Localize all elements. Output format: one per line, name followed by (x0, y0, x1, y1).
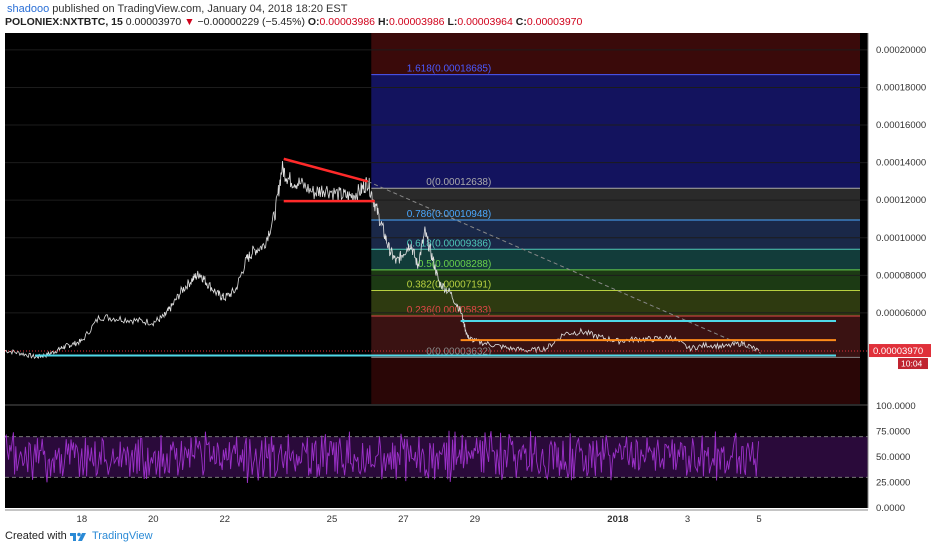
last-price: 0.00003970 (125, 16, 182, 28)
fib-level-label: 0.382(0.00007191) (407, 280, 492, 291)
low-value: 0.00003964 (457, 16, 513, 28)
rsi-tick-label: 0.0000 (876, 503, 905, 514)
low-label: L: (447, 16, 458, 28)
time-tick-label: 18 (77, 514, 88, 525)
price-tick-label: 0.00010000 (876, 233, 926, 244)
price-chart[interactable]: 1.618(0.00018685) 0(0.00012638) 0.786(0.00… (0, 32, 932, 528)
rsi-tick-label: 25.0000 (876, 478, 910, 489)
countdown-label: 10:04 (901, 359, 923, 369)
fib-level-label: 1.618(0.00018685) (407, 64, 492, 75)
time-tick-label: 25 (327, 514, 338, 525)
price-tick-label: 0.00014000 (876, 158, 926, 169)
time-tick-label: 27 (398, 514, 409, 525)
publish-info: shadooo published on TradingView.com, Ja… (7, 3, 347, 15)
fib-zone (371, 249, 860, 270)
tradingview-brand-link[interactable]: TradingView (92, 530, 153, 542)
rsi-tick-label: 100.0000 (876, 401, 916, 412)
time-tick-label: 2018 (607, 514, 628, 525)
high-label: H: (377, 16, 390, 28)
created-with-text: Created with (5, 530, 67, 542)
rsi-line (4, 430, 760, 484)
fib-level-label: 0.618(0.00009386) (407, 238, 492, 249)
price-tick-label: 0.00008000 (876, 270, 926, 281)
fib-zone (371, 219, 860, 250)
rsi-tick-label: 50.0000 (876, 452, 910, 463)
rsi-tick-label: 75.0000 (876, 427, 910, 438)
fib-zone (371, 316, 860, 358)
open-value: 0.00003986 (319, 16, 376, 28)
fib-zone-top (371, 33, 860, 75)
price-tick-label: 0.00018000 (876, 82, 926, 93)
price-change: −0.00000229 (−5.45%) (197, 16, 305, 28)
fib-level-label: 0.5(0.00008288) (418, 259, 491, 270)
symbol-label: POLONIEX:NXTBTC, 15 (5, 16, 123, 28)
author-name[interactable]: shadooo (7, 3, 50, 15)
close-value: 0.00003970 (526, 16, 583, 28)
price-tick-label: 0.00012000 (876, 195, 926, 206)
time-tick-label: 20 (148, 514, 159, 525)
last-price-tag-label: 0.00003970 (873, 346, 923, 357)
price-tick-label: 0.00020000 (876, 45, 926, 56)
fib-zone-bottom (371, 357, 860, 404)
tradingview-logo-icon (70, 532, 86, 541)
fib-level-label: 0.786(0.00010948) (407, 209, 492, 220)
price-tick-label: 0.00006000 (876, 308, 926, 319)
high-value: 0.00003986 (389, 16, 445, 28)
last-price-tag (869, 344, 931, 358)
countdown-tag (898, 358, 928, 370)
fib-level-label: 0.236(0.00005833) (407, 305, 492, 316)
publish-text: published on TradingView.com, January 04… (52, 3, 348, 15)
fib-zone (371, 188, 860, 220)
time-tick-label: 5 (756, 514, 761, 525)
fib-level-label: 0(0.00003632) (426, 346, 491, 357)
fib-level-label: 0(0.00012638) (426, 177, 491, 188)
dashed-trend-line (367, 180, 761, 354)
fib-zone (371, 290, 860, 317)
open-label: O: (307, 16, 320, 28)
close-label: C: (515, 16, 527, 28)
price-tick-label: 0.00016000 (876, 120, 926, 131)
symbol-info-bar: POLONIEX:NXTBTC, 15 0.00003970 ▼ −0.0000… (5, 16, 582, 28)
footer: Created with TradingView (0, 528, 932, 550)
down-arrow-icon: ▼ (184, 16, 195, 28)
time-tick-label: 29 (470, 514, 481, 525)
time-tick-label: 22 (219, 514, 230, 525)
time-tick-label: 3 (685, 514, 690, 525)
fib-zone (371, 74, 860, 189)
descending-resistance-line (283, 157, 369, 183)
